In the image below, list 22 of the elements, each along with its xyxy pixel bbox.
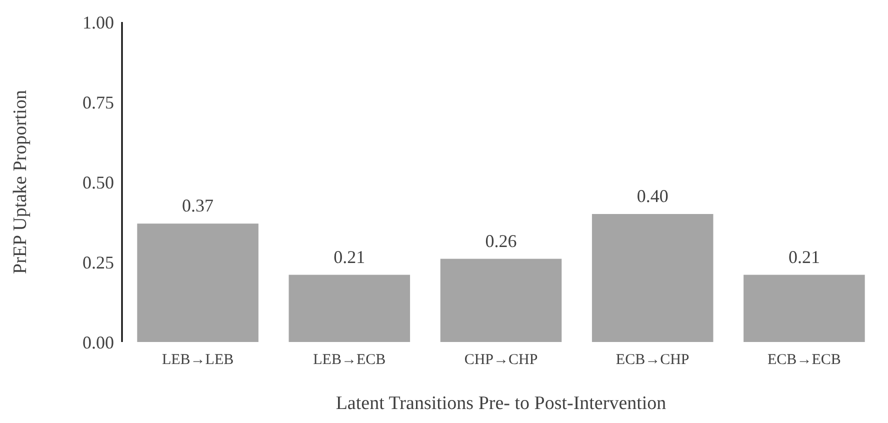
y-tick-label: 0.00 <box>82 332 114 352</box>
x-tick-label: LEB→LEB <box>162 352 234 368</box>
y-tick-label: 1.00 <box>82 12 114 32</box>
y-axis-title: PrEP Uptake Proportion <box>10 90 31 274</box>
x-tick-label: ECB→CHP <box>616 352 690 368</box>
x-axis-title: Latent Transitions Pre- to Post-Intervention <box>336 393 667 414</box>
data-label: 0.40 <box>636 186 668 206</box>
x-tick-label: CHP→CHP <box>464 352 538 368</box>
data-label: 0.21 <box>788 246 820 267</box>
x-tick-label: LEB→ECB <box>313 352 386 368</box>
data-label: 0.37 <box>182 196 214 216</box>
bar <box>440 258 562 342</box>
y-tick-label: 0.75 <box>82 92 114 112</box>
bar <box>288 274 410 342</box>
x-tick-label: ECB→ECB <box>768 352 841 368</box>
bar <box>592 214 714 342</box>
bar <box>744 274 865 342</box>
y-tick-label: 0.50 <box>82 172 114 192</box>
bar <box>137 224 258 342</box>
data-label: 0.21 <box>334 246 366 267</box>
data-label: 0.26 <box>485 230 517 251</box>
y-tick-label: 0.25 <box>82 252 114 272</box>
